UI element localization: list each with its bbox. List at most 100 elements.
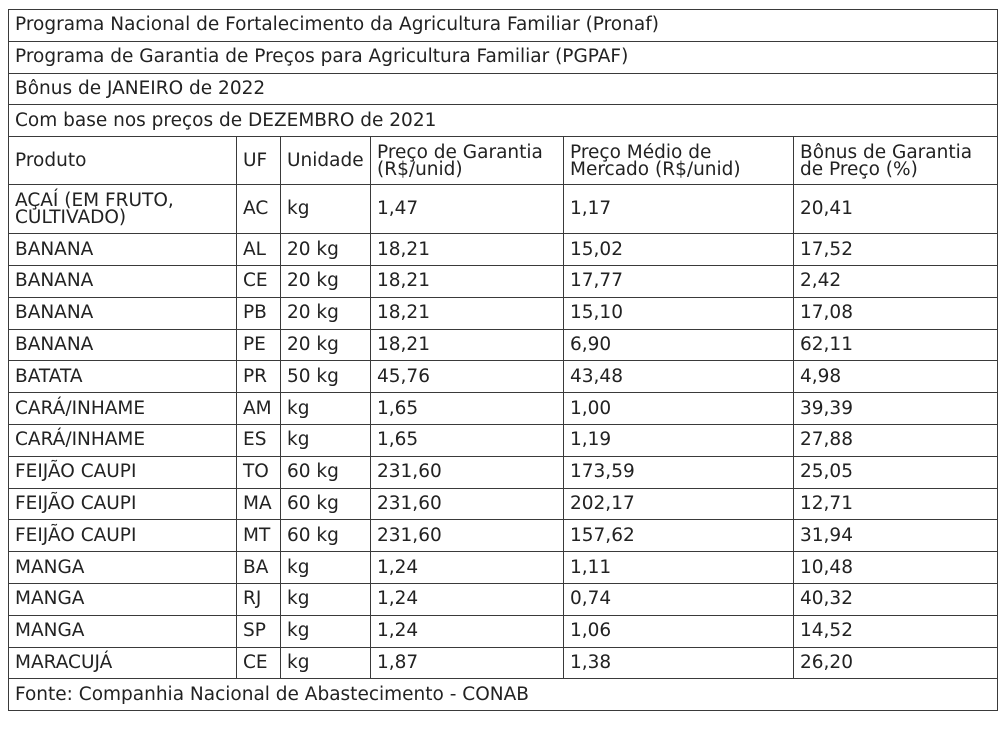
cell-bonus: 17,08 xyxy=(792,296,999,330)
cell-uf: MT xyxy=(236,519,281,553)
bonus-period: Bônus de JANEIRO de 2022 xyxy=(7,72,999,106)
cell-bonus: 27,88 xyxy=(792,423,999,457)
cell-produto: BANANA xyxy=(8,233,237,266)
cell-produto: CARÁ/INHAME xyxy=(8,423,237,457)
cell-produto: FEIJÃO CAUPI xyxy=(8,487,237,521)
cell-preco-mercado: 1,19 xyxy=(563,423,794,457)
cell-produto: AÇAÍ (EM FRUTO, CULTIVADO) xyxy=(8,184,237,235)
table-row: CARÁ/INHAME ES kg 1,65 1,19 27,88 xyxy=(8,423,999,457)
cell-preco-mercado: 157,62 xyxy=(563,519,794,553)
cell-uf: SP xyxy=(236,614,281,648)
cell-uf: AM xyxy=(236,392,281,425)
cell-bonus: 17,52 xyxy=(792,233,999,266)
cell-preco-mercado: 1,11 xyxy=(563,551,794,584)
title-row: Programa Nacional de Fortalecimento da A… xyxy=(7,9,999,42)
cell-uf: ES xyxy=(236,423,281,457)
cell-bonus: 26,20 xyxy=(792,646,999,680)
cell-uf: RJ xyxy=(236,582,281,616)
cell-preco-garantia: 231,60 xyxy=(370,487,564,521)
table-row: MANGA RJ kg 1,24 0,74 40,32 xyxy=(8,582,999,616)
cell-produto: MANGA xyxy=(8,614,237,648)
cell-uf: AL xyxy=(236,233,281,266)
cell-unidade: 60 kg xyxy=(280,519,371,553)
cell-unidade: kg xyxy=(280,392,371,425)
cell-preco-garantia: 1,47 xyxy=(370,184,564,235)
cell-preco-mercado: 173,59 xyxy=(563,455,794,489)
cell-bonus: 31,94 xyxy=(792,519,999,553)
table-row: BANANA PE 20 kg 18,21 6,90 62,11 xyxy=(8,328,999,362)
cell-preco-garantia: 1,24 xyxy=(370,551,564,584)
cell-uf: BA xyxy=(236,551,281,584)
cell-unidade: kg xyxy=(280,184,371,235)
program-subtitle: Programa de Garantia de Preços para Agri… xyxy=(7,40,999,74)
cell-preco-mercado: 0,74 xyxy=(563,582,794,616)
cell-produto: BATATA xyxy=(8,360,237,394)
cell-preco-garantia: 18,21 xyxy=(370,296,564,330)
cell-produto: FEIJÃO CAUPI xyxy=(8,519,237,553)
header-uf: UF xyxy=(236,136,281,186)
cell-uf: PB xyxy=(236,296,281,330)
cell-bonus: 2,42 xyxy=(792,264,999,298)
cell-uf: CE xyxy=(236,264,281,298)
cell-bonus: 25,05 xyxy=(792,455,999,489)
cell-produto: MARACUJÁ xyxy=(8,646,237,680)
cell-unidade: kg xyxy=(280,614,371,648)
header-preco-mercado: Preço Médio de Mercado (R$/unid) xyxy=(563,136,794,186)
table-row: MARACUJÁ CE kg 1,87 1,38 26,20 xyxy=(8,646,999,680)
header-preco-garantia: Preço de Garantia (R$/unid) xyxy=(370,136,564,186)
cell-preco-mercado: 43,48 xyxy=(563,360,794,394)
cell-produto: MANGA xyxy=(8,582,237,616)
cell-preco-garantia: 1,65 xyxy=(370,423,564,457)
cell-produto: BANANA xyxy=(8,264,237,298)
table-row: BANANA CE 20 kg 18,21 17,77 2,42 xyxy=(8,264,999,298)
cell-preco-mercado: 15,02 xyxy=(563,233,794,266)
cell-preco-garantia: 18,21 xyxy=(370,264,564,298)
cell-uf: PR xyxy=(236,360,281,394)
title-row: Bônus de JANEIRO de 2022 xyxy=(7,72,999,106)
cell-preco-garantia: 231,60 xyxy=(370,519,564,553)
header-produto: Produto xyxy=(8,136,237,186)
cell-preco-mercado: 202,17 xyxy=(563,487,794,521)
table-row: BANANA AL 20 kg 18,21 15,02 17,52 xyxy=(8,233,999,266)
cell-unidade: kg xyxy=(280,646,371,680)
cell-uf: MA xyxy=(236,487,281,521)
table-row: BATATA PR 50 kg 45,76 43,48 4,98 xyxy=(8,360,999,394)
reference-period: Com base nos preços de DEZEMBRO de 2021 xyxy=(7,104,999,138)
cell-preco-garantia: 1,87 xyxy=(370,646,564,680)
cell-unidade: kg xyxy=(280,423,371,457)
title-row: Programa de Garantia de Preços para Agri… xyxy=(7,40,999,74)
cell-unidade: 20 kg xyxy=(280,296,371,330)
cell-produto: MANGA xyxy=(8,551,237,584)
cell-bonus: 62,11 xyxy=(792,328,999,362)
table-row: AÇAÍ (EM FRUTO, CULTIVADO) AC kg 1,47 1,… xyxy=(8,184,999,235)
cell-preco-mercado: 1,06 xyxy=(563,614,794,648)
cell-uf: TO xyxy=(236,455,281,489)
cell-unidade: kg xyxy=(280,582,371,616)
table-row: FEIJÃO CAUPI MT 60 kg 231,60 157,62 31,9… xyxy=(8,519,999,553)
table-row: BANANA PB 20 kg 18,21 15,10 17,08 xyxy=(8,296,999,330)
cell-unidade: 20 kg xyxy=(280,264,371,298)
cell-preco-mercado: 15,10 xyxy=(563,296,794,330)
cell-produto: FEIJÃO CAUPI xyxy=(8,455,237,489)
cell-produto: BANANA xyxy=(8,328,237,362)
cell-bonus: 39,39 xyxy=(792,392,999,425)
cell-unidade: 20 kg xyxy=(280,233,371,266)
cell-preco-mercado: 1,38 xyxy=(563,646,794,680)
cell-preco-mercado: 17,77 xyxy=(563,264,794,298)
cell-preco-mercado: 1,00 xyxy=(563,392,794,425)
cell-bonus: 14,52 xyxy=(792,614,999,648)
cell-bonus: 4,98 xyxy=(792,360,999,394)
cell-bonus: 10,48 xyxy=(792,551,999,584)
cell-unidade: 60 kg xyxy=(280,487,371,521)
header-unidade: Unidade xyxy=(280,136,371,186)
header-bonus: Bônus de Garantia de Preço (%) xyxy=(792,136,999,186)
cell-unidade: 60 kg xyxy=(280,455,371,489)
table-row: FEIJÃO CAUPI MA 60 kg 231,60 202,17 12,7… xyxy=(8,487,999,521)
program-title: Programa Nacional de Fortalecimento da A… xyxy=(7,9,999,42)
cell-bonus: 40,32 xyxy=(792,582,999,616)
cell-preco-garantia: 231,60 xyxy=(370,455,564,489)
cell-uf: PE xyxy=(236,328,281,362)
cell-bonus: 20,41 xyxy=(792,184,999,235)
cell-uf: AC xyxy=(236,184,281,235)
cell-preco-garantia: 1,24 xyxy=(370,582,564,616)
